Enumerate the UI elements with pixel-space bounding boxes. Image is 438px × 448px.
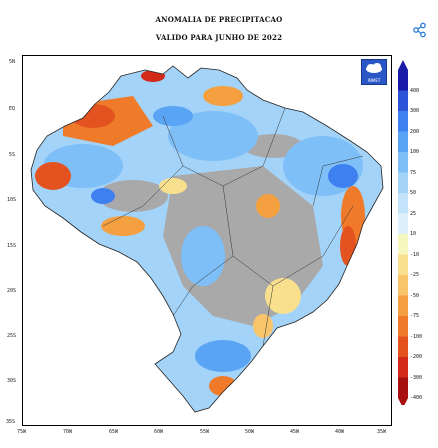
inmet-logo: INMET (361, 59, 387, 85)
lon-label: 65W (109, 429, 119, 435)
lat-label: 5S (9, 152, 16, 158)
anomaly-field (31, 66, 383, 412)
lon-label: 70W (63, 429, 73, 435)
lat-label: 5N (9, 59, 16, 65)
lat-label: 35S (6, 419, 16, 425)
legend-label: 100 (410, 149, 420, 155)
legend-label: 10 (410, 231, 417, 237)
lon-label: 60W (154, 429, 164, 435)
legend-label: -50 (410, 292, 420, 299)
legend-label: 50 (410, 190, 417, 196)
lon-label: 55W (200, 429, 210, 435)
legend-swatch (398, 90, 408, 111)
lon-label: 35W (377, 429, 387, 435)
map-frame: INMET (22, 55, 392, 426)
lon-label: 45W (290, 429, 300, 435)
legend-swatch (398, 70, 408, 91)
map-title-line2: VALIDO PARA JUNHO DE 2022 (155, 33, 283, 42)
legend-swatch (398, 377, 408, 398)
legend-swatch (398, 234, 408, 255)
legend-swatch (398, 193, 408, 214)
legend-label: 300 (410, 108, 420, 114)
legend-label: 400 (410, 87, 420, 94)
lon-label: 40W (335, 429, 345, 435)
logo-name: INMET (367, 78, 381, 83)
legend-swatch (398, 152, 408, 173)
legend-label: -300 (410, 374, 423, 381)
legend-label: -25 (410, 272, 420, 278)
legend-label: -75 (410, 313, 420, 319)
lat-label: 15S (7, 243, 17, 249)
lat-label: EQ (9, 106, 16, 112)
share-icon[interactable] (412, 22, 428, 38)
legend-arrow-bottom (398, 398, 408, 405)
legend-swatch (398, 336, 408, 357)
lon-label: 50W (245, 429, 255, 435)
lon-label: 75W (17, 429, 27, 435)
anomaly-map (30, 65, 384, 413)
legend-label: -400 (410, 395, 423, 401)
lat-label: 30S (7, 378, 17, 384)
legend-swatch (398, 131, 408, 152)
legend-swatch (398, 172, 408, 193)
legend-swatch (398, 316, 408, 337)
lat-label: 20S (7, 288, 17, 294)
legend-label: -10 (410, 251, 420, 258)
legend-label: -200 (410, 354, 423, 360)
legend-arrow-top (398, 60, 408, 70)
legend-swatch (398, 295, 408, 316)
legend-label: 75 (410, 169, 417, 176)
brazil-outline (30, 65, 384, 413)
lat-label: 10S (7, 197, 17, 203)
legend-swatch (398, 111, 408, 132)
color-legend (398, 60, 408, 405)
cloud-logo-icon (366, 63, 382, 73)
legend-swatch (398, 275, 408, 296)
legend-label: -100 (410, 333, 423, 340)
legend-swatch (398, 357, 408, 378)
legend-swatch (398, 254, 408, 275)
state-borders (102, 107, 364, 347)
map-title-line1: ANOMALIA DE PRECIPITACAO (155, 15, 283, 24)
legend-label: 200 (410, 128, 420, 135)
legend-label: 25 (410, 210, 417, 217)
lat-label: 25S (7, 333, 17, 339)
legend-swatch (398, 213, 408, 234)
